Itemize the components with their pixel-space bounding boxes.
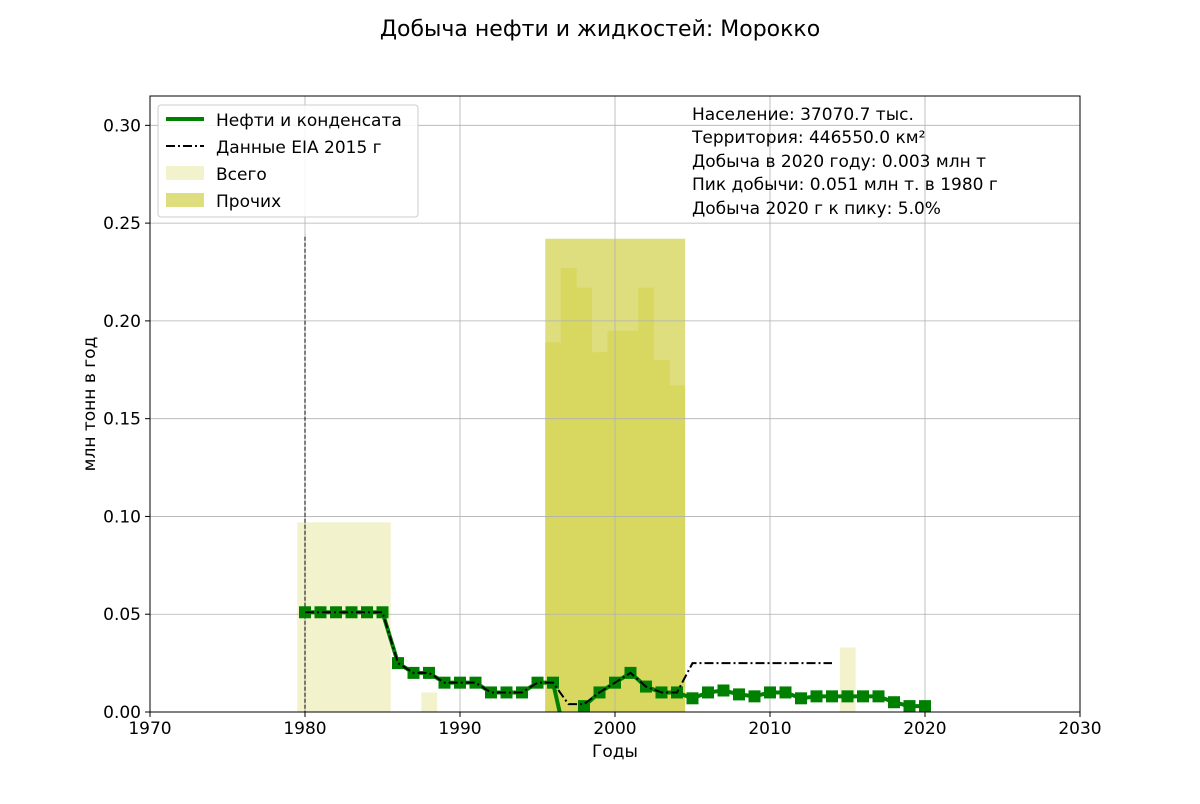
bars-layer	[297, 238, 856, 712]
x-tick-label: 1980	[283, 719, 326, 739]
info-population: Население: 37070.7 тыс.	[692, 105, 914, 125]
series-point-oil	[826, 690, 838, 703]
y-tick-label: 0.05	[103, 605, 141, 625]
y-axis-label: млн тонн в год	[80, 337, 100, 472]
legend-swatch-total	[166, 166, 204, 180]
y-tick-label: 0.15	[103, 410, 141, 430]
series-line-eia	[305, 611, 832, 706]
x-tick-label: 2020	[903, 719, 946, 739]
series-point-oil	[764, 686, 776, 699]
series-point-oil	[717, 684, 730, 697]
info-production-2020: Добыча в 2020 году: 0.003 млн т	[692, 152, 986, 172]
info-ratio: Добыча 2020 г к пику: 5.0%	[692, 199, 941, 219]
y-tick-label: 0.30	[103, 116, 141, 136]
series-point-oil	[563, 745, 575, 757]
x-tick-label: 2030	[1058, 719, 1101, 739]
series-point-oil	[857, 690, 869, 703]
series-point-oil	[733, 688, 745, 701]
legend-label-total: Всего	[216, 165, 267, 185]
series-point-oil	[361, 606, 373, 619]
bar-other-dark	[638, 287, 655, 712]
series-point-oil	[841, 690, 854, 703]
legend-label-eia: Данные EIA 2015 г	[216, 138, 382, 158]
info-box: Население: 37070.7 тыс. Территория: 4465…	[691, 105, 998, 219]
bar-other-dark	[576, 287, 593, 712]
y-tick-label: 0.20	[103, 312, 141, 332]
series-point-oil	[748, 690, 761, 703]
series-point-oil	[779, 686, 792, 699]
legend-label-other: Прочих	[216, 192, 281, 212]
bar-other-dark	[560, 268, 577, 712]
info-territory: Территория: 446550.0 км²	[691, 128, 925, 148]
x-axis-label: Годы	[592, 742, 638, 762]
legend-swatch-other	[166, 193, 204, 207]
y-tick-label: 0.10	[103, 507, 141, 527]
series-point-oil	[702, 686, 714, 699]
bar-other-dark	[591, 352, 608, 712]
legend-label-oil: Нефти и конденсата	[216, 111, 402, 131]
series-point-oil	[314, 606, 327, 619]
series-point-oil	[903, 700, 916, 712]
series-point-oil	[686, 692, 699, 705]
series-point-oil	[810, 690, 823, 703]
series-point-oil	[795, 692, 807, 705]
chart-title: Добыча нефти и жидкостей: Морокко	[380, 17, 820, 42]
x-tick-label: 1970	[128, 719, 171, 739]
series-point-oil	[485, 686, 497, 699]
series-point-oil	[578, 700, 590, 712]
y-tick-label: 0.00	[103, 703, 141, 723]
series-point-oil	[888, 696, 900, 709]
x-tick-label: 2000	[593, 719, 636, 739]
lines-layer	[299, 236, 931, 757]
bar-other-dark	[622, 330, 639, 712]
legend: Нефти и конденсата Данные EIA 2015 г Все…	[157, 104, 419, 218]
y-tick-label: 0.25	[103, 214, 141, 234]
series-point-oil	[392, 657, 404, 670]
series-point-oil	[500, 686, 513, 699]
bar-total	[421, 692, 438, 712]
bar-other-dark	[545, 342, 562, 712]
series-point-oil	[919, 700, 931, 712]
x-tick-label: 2010	[748, 719, 791, 739]
bar-other-dark	[653, 360, 670, 712]
series-point-oil	[872, 690, 885, 703]
series-point-oil	[423, 666, 435, 679]
ticks-layer: 1970 1980 1990 2000 2010 2020 2030 0.00 0.05 0.10…	[103, 116, 1101, 739]
x-tick-label: 1990	[438, 719, 481, 739]
legend-frame	[157, 104, 419, 218]
series-point-oil	[454, 676, 466, 689]
series-point-oil	[376, 606, 389, 619]
bar-other-dark	[669, 385, 686, 712]
info-peak: Пик добычи: 0.051 млн т. в 1980 г	[692, 175, 998, 195]
